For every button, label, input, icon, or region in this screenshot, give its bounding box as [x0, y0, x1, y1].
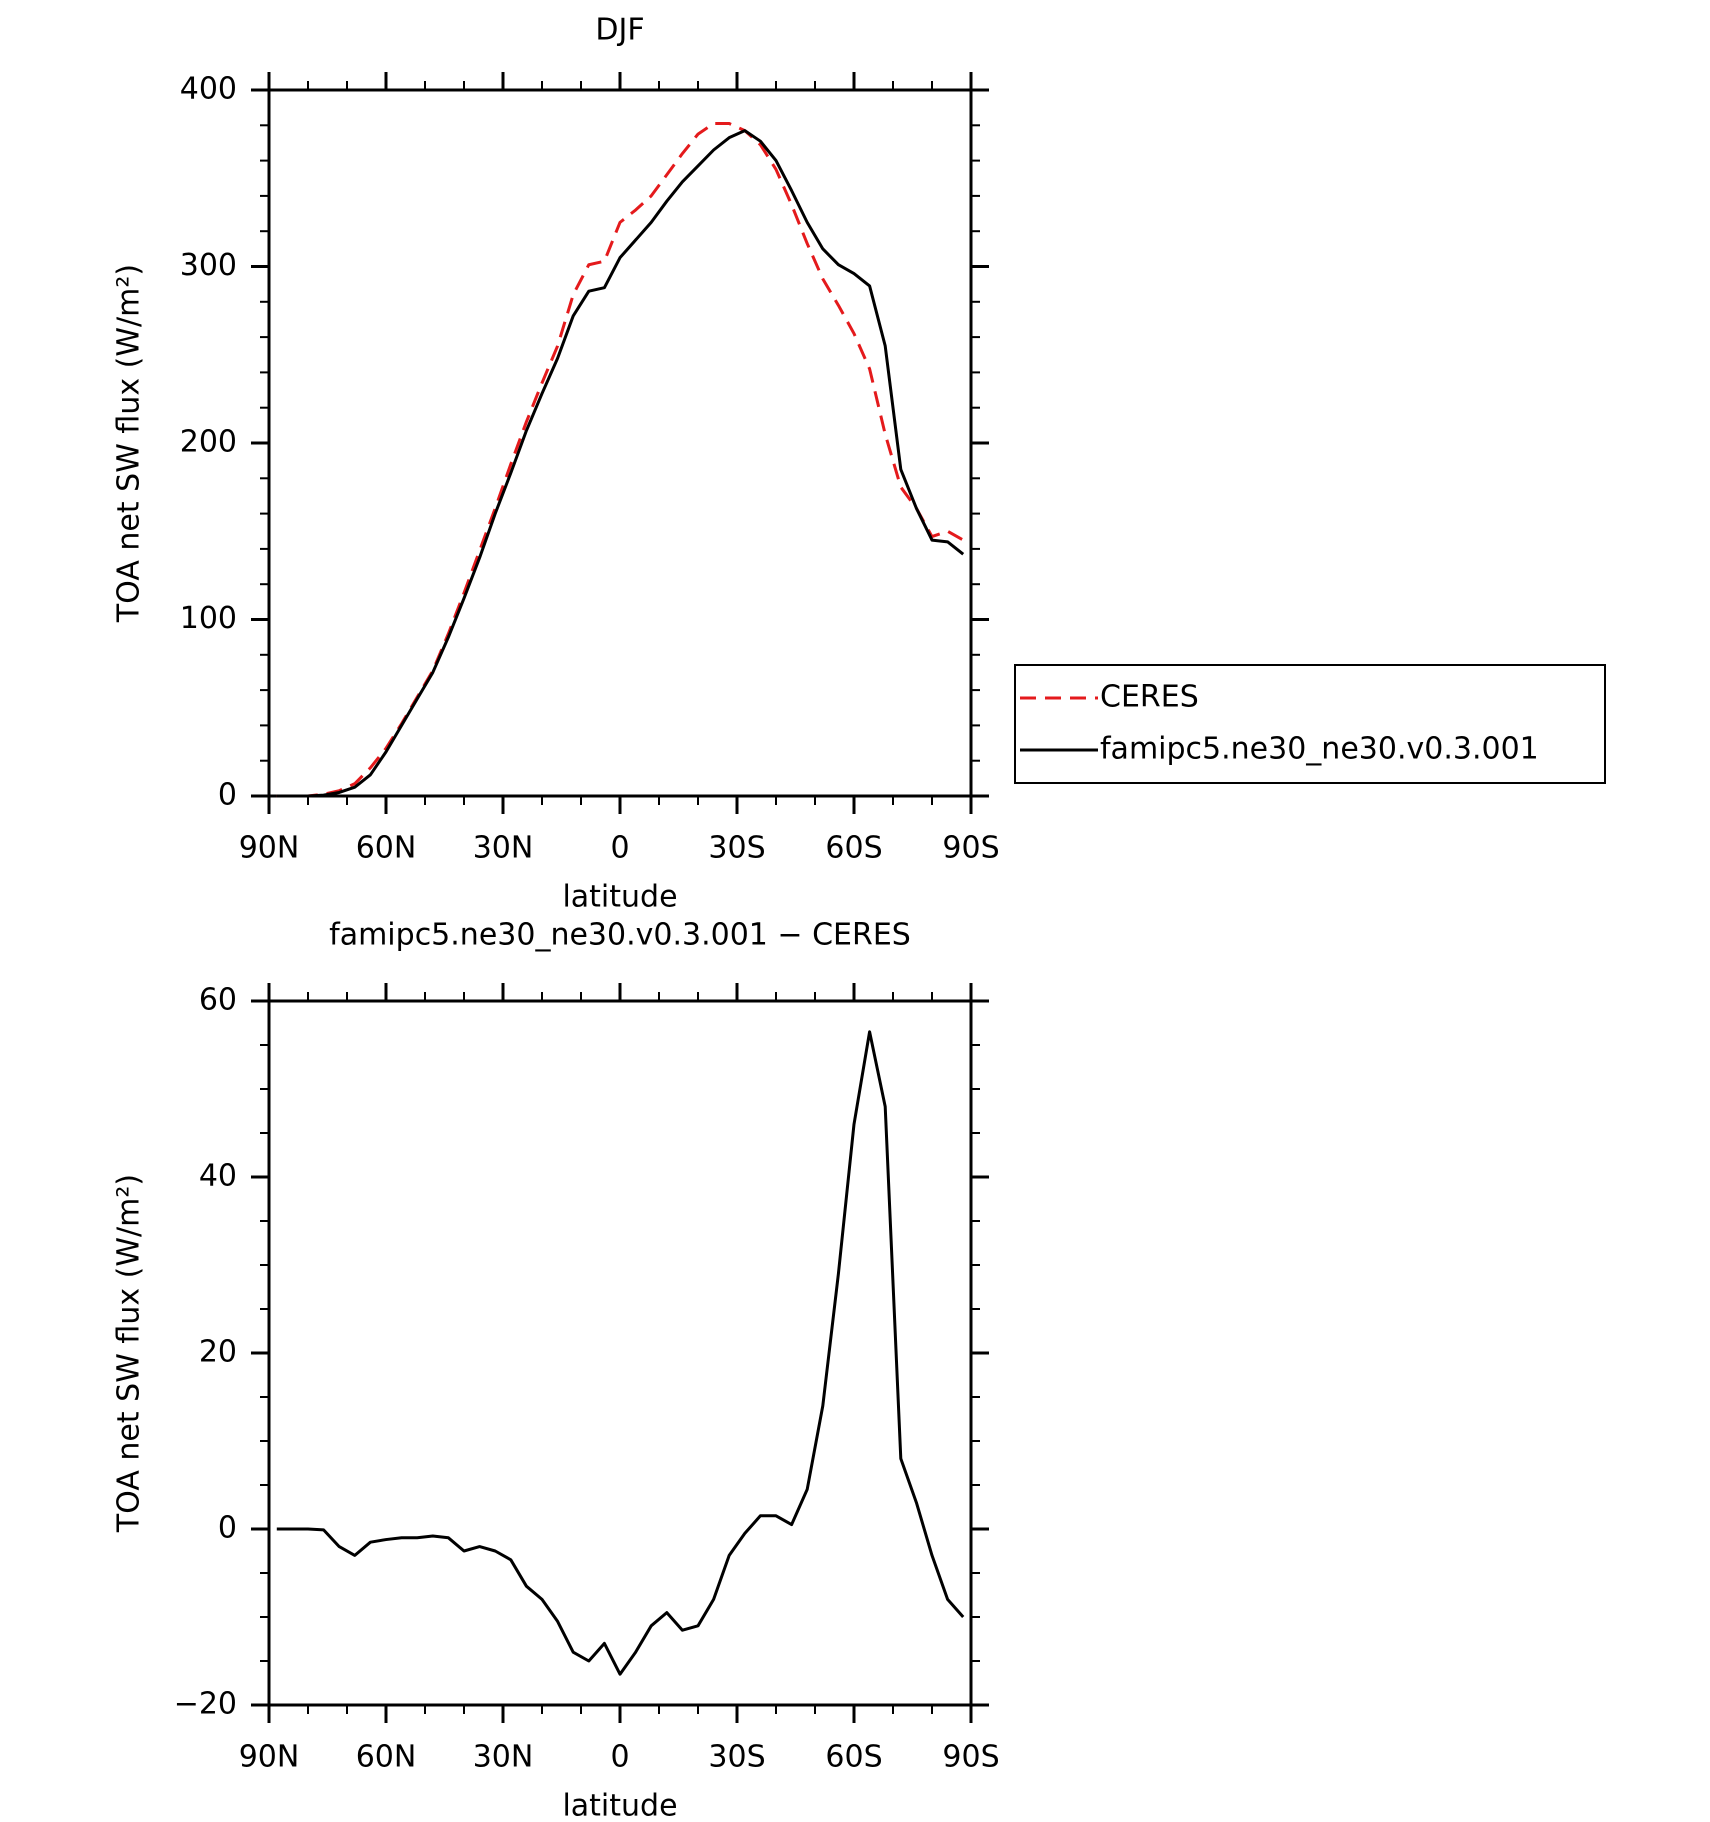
- data-line: [276, 122, 964, 798]
- y-tick-label: 0: [218, 778, 237, 813]
- chart-title: famipc5.ne30_ne30.v0.3.001 − CERES: [329, 918, 911, 953]
- plot-frame: [267, 999, 973, 1707]
- x-tick-label: 0: [610, 1740, 629, 1775]
- y-axis-label: TOA net SW flux (W/m²): [112, 264, 147, 623]
- y-tick-label: 20: [199, 1335, 237, 1370]
- y-tick-label: 60: [199, 983, 237, 1018]
- data-line: [276, 129, 965, 798]
- x-axis-label: latitude: [562, 880, 677, 915]
- x-tick-label: 30S: [708, 1740, 765, 1775]
- legend: CERES famipc5.ne30_ne30.v0.3.001: [1014, 664, 1606, 784]
- y-tick-label: −20: [174, 1687, 237, 1722]
- x-tick-label: 90N: [239, 831, 300, 866]
- x-tick-label: 90N: [239, 1740, 300, 1775]
- x-tick-label: 90S: [942, 1740, 999, 1775]
- legend-label: famipc5.ne30_ne30.v0.3.001: [1100, 732, 1539, 767]
- legend-box: [1014, 664, 1606, 784]
- y-tick-label: 200: [180, 425, 237, 460]
- x-tick-label: 30S: [708, 831, 765, 866]
- x-tick-label: 60S: [825, 1740, 882, 1775]
- data-line: [276, 1030, 965, 1676]
- y-axis-label: TOA net SW flux (W/m²): [112, 1174, 147, 1533]
- plot-frame: [267, 88, 973, 798]
- y-tick-label: 100: [180, 601, 237, 636]
- x-tick-label: 60S: [825, 831, 882, 866]
- legend-label: CERES: [1100, 680, 1199, 715]
- y-tick-label: 0: [218, 1511, 237, 1546]
- x-axis-label: latitude: [562, 1789, 677, 1822]
- y-tick-label: 40: [199, 1159, 237, 1194]
- x-tick-label: 60N: [356, 1740, 417, 1775]
- x-tick-label: 60N: [356, 831, 417, 866]
- chart-title: DJF: [595, 13, 644, 48]
- x-tick-label: 0: [610, 831, 629, 866]
- x-tick-label: 90S: [942, 831, 999, 866]
- y-tick-label: 400: [180, 72, 237, 107]
- y-tick-label: 300: [180, 248, 237, 283]
- x-tick-label: 30N: [473, 831, 534, 866]
- x-tick-label: 30N: [473, 1740, 534, 1775]
